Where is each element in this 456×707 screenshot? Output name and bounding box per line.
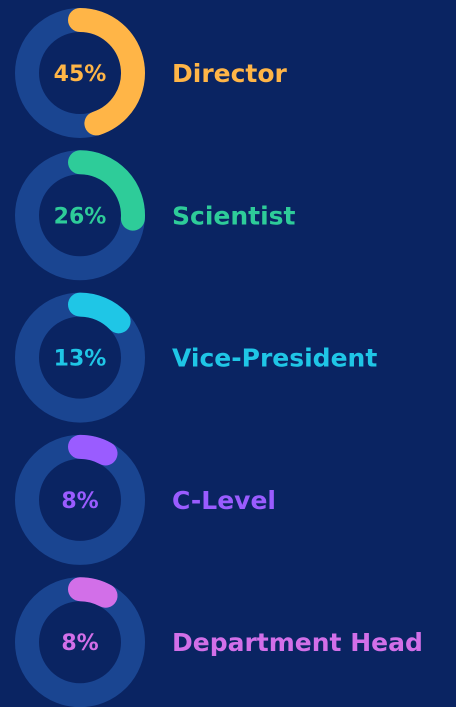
value-label: 45%: [54, 62, 107, 87]
category-label: Scientist: [172, 201, 296, 230]
value-label: 26%: [54, 204, 107, 229]
ring-arc: [68, 434, 118, 466]
ring-arc: [68, 577, 118, 608]
category-label: C-Level: [172, 486, 276, 515]
value-label: 8%: [61, 631, 98, 656]
ring-arc: [68, 292, 131, 334]
category-label: Vice-President: [172, 344, 377, 373]
ring-arc: [68, 8, 145, 136]
ring-arc: [68, 150, 145, 231]
value-label: 13%: [54, 347, 107, 372]
category-label: Department Head: [172, 628, 423, 657]
category-label: Director: [172, 59, 288, 88]
value-label: 8%: [61, 489, 98, 514]
